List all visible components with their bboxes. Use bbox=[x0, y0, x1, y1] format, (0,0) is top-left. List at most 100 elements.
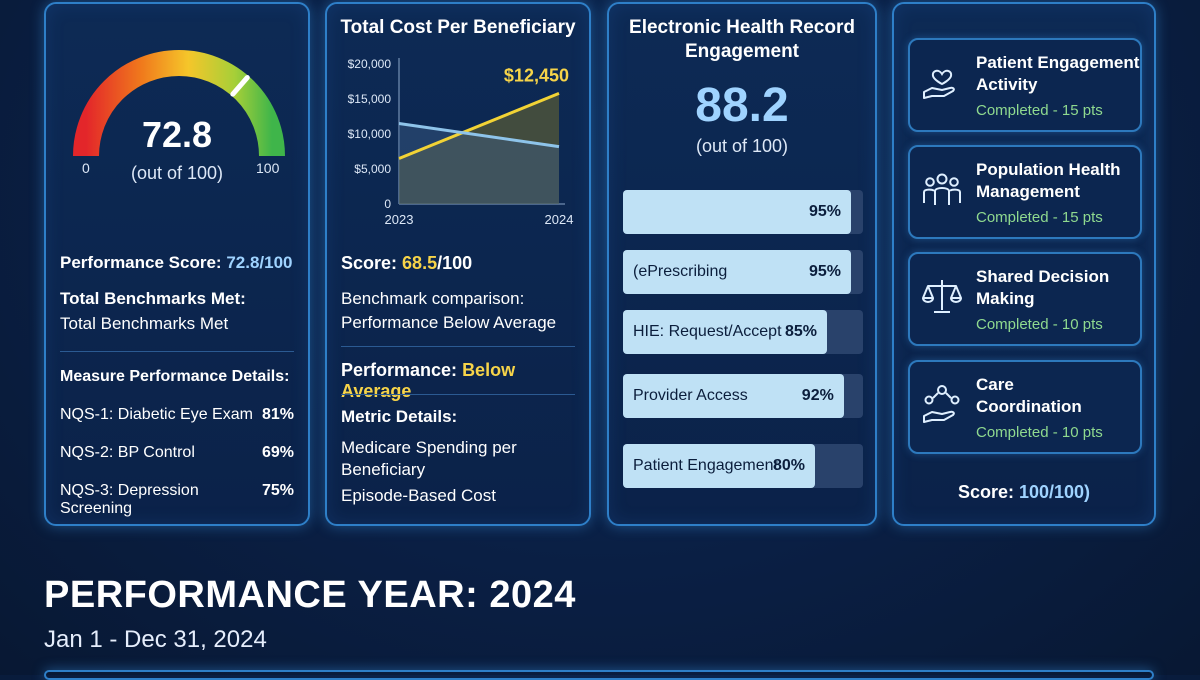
gauge-score: 72.8 bbox=[141, 114, 213, 155]
ehr-score: 88.2 bbox=[695, 79, 789, 132]
ehr-bar: HIE: Request/Accept 85% bbox=[623, 310, 863, 354]
series-area-yellow bbox=[399, 93, 559, 204]
activities-card: Patient Engagement Activity Completed - … bbox=[892, 2, 1156, 526]
y-tick-label: $15,000 bbox=[348, 92, 392, 106]
activity-name-line1: Patient Engagement bbox=[976, 53, 1140, 72]
performance-score-label: Performance Score: bbox=[60, 253, 222, 272]
activity-name-line1: Shared Decision bbox=[976, 267, 1110, 286]
ehr-bar-fill bbox=[623, 374, 844, 418]
ehr-bar-label: Provider Access bbox=[633, 387, 748, 404]
ehr-bar-label: HIE: Request/Accept bbox=[633, 323, 782, 340]
gauge-min-label: 0 bbox=[82, 160, 90, 176]
benchmark-value: Performance Below Average bbox=[341, 313, 557, 332]
quality-card: 72.8 (out of 100) 0 100 Performance Scor… bbox=[44, 2, 310, 526]
y-tick-label: $20,000 bbox=[348, 57, 392, 71]
divider bbox=[60, 351, 294, 352]
metric-item: Episode-Based Cost bbox=[341, 486, 496, 505]
ehr-bar: Patient Engagement 80% bbox=[623, 444, 863, 488]
benchmarks-value: Total Benchmarks Met bbox=[60, 314, 229, 333]
measure-name: NQS-2: BP Control bbox=[60, 444, 195, 461]
x-tick-label: 2023 bbox=[385, 212, 414, 227]
activity-name: Care Coordination bbox=[976, 374, 1082, 418]
cost-performance: Performance: Below Average bbox=[341, 360, 589, 402]
activity-name-line2: Making bbox=[976, 289, 1035, 308]
activities-score-label: Score: bbox=[957, 482, 1014, 502]
x-tick-label: 2024 bbox=[545, 212, 574, 227]
activities-score: Score: 100/100) bbox=[894, 482, 1154, 503]
measure-name: NQS-1: Diabetic Eye Exam bbox=[60, 406, 253, 423]
ehr-title-line2: Engagement bbox=[684, 41, 800, 62]
gauge-needle-line bbox=[230, 75, 250, 97]
activity-name-line2: Activity bbox=[976, 75, 1038, 94]
ehr-card-title: Electronic Health Record Engagement bbox=[609, 16, 875, 64]
ehr-bar-label: Patient Engagement bbox=[633, 457, 778, 474]
ehr-bar-fill bbox=[623, 444, 815, 488]
ehr-bar-pct: 85% bbox=[785, 323, 818, 340]
gauge-needle bbox=[230, 75, 250, 97]
gauge-max-label: 100 bbox=[256, 160, 280, 176]
ehr-out-of: (out of 100) bbox=[695, 136, 789, 156]
ehr-bar: (ePrescribing 95% bbox=[623, 250, 863, 294]
score-gauge bbox=[73, 50, 285, 157]
activity-name-line1: Care bbox=[976, 375, 1014, 394]
measure-row: NQS-1: Diabetic Eye Exam 81% bbox=[60, 406, 294, 424]
ehr-bar-fill bbox=[623, 310, 827, 354]
ehr-bar-pct: 80% bbox=[773, 457, 806, 474]
ehr-bar: 95% bbox=[623, 190, 863, 234]
people-group-icon bbox=[923, 173, 961, 205]
activity-patient-engagement[interactable]: Patient Engagement Activity Completed - … bbox=[908, 38, 1142, 132]
benchmarks-label: Total Benchmarks Met: bbox=[60, 289, 246, 308]
activities-score-value: 100/100) bbox=[1018, 482, 1091, 502]
ehr-bar-fill bbox=[623, 190, 851, 234]
gauge-out-of: (out of 100) bbox=[130, 163, 224, 183]
cost-performance-value: Below Average bbox=[341, 360, 516, 401]
performance-year-dates: Jan 1 - Dec 31, 2024 bbox=[44, 626, 267, 653]
cost-card: Total Cost Per Beneficiary $20,000 $15,00… bbox=[325, 2, 591, 526]
performance-score-value: 72.8/100 bbox=[226, 253, 293, 272]
activity-status: Completed - 15 pts bbox=[976, 209, 1103, 226]
activity-status: Completed - 15 pts bbox=[976, 102, 1103, 119]
cost-score-suffix: /100 bbox=[437, 253, 473, 273]
cost-card-title: Total Cost Per Beneficiary bbox=[340, 17, 576, 38]
measure-row: NQS-3: Depression Screening 75% bbox=[60, 482, 294, 518]
cost-performance-label: Performance: bbox=[341, 360, 458, 380]
activity-name: Patient Engagement Activity bbox=[976, 52, 1139, 96]
ehr-bar-pct: 95% bbox=[809, 263, 842, 280]
performance-score: Performance Score: 72.8/100 bbox=[60, 253, 293, 273]
activity-name: Shared Decision Making bbox=[976, 266, 1109, 310]
performance-year-title: PERFORMANCE YEAR: 2024 bbox=[44, 574, 576, 616]
cost-score-label: Score: bbox=[341, 253, 398, 273]
scales-icon bbox=[922, 280, 962, 313]
measure-pct: 81% bbox=[261, 406, 294, 423]
benchmark-label: Benchmark comparison: bbox=[341, 289, 525, 308]
chart-callout-value: $12,450 bbox=[504, 65, 569, 85]
activity-population-health[interactable]: Population Health Management Completed -… bbox=[908, 145, 1142, 239]
ehr-card: Electronic Health Record Engagement 88.2… bbox=[607, 2, 877, 526]
activity-shared-decision[interactable]: Shared Decision Making Completed - 10 pt… bbox=[908, 252, 1142, 346]
activity-name-line1: Population Health bbox=[976, 160, 1121, 179]
ehr-bar-pct: 95% bbox=[809, 203, 842, 220]
ehr-title-line1: Electronic Health Record bbox=[629, 17, 855, 38]
y-tick-label: $5,000 bbox=[354, 162, 391, 176]
bottom-panel-edge bbox=[44, 670, 1154, 680]
ehr-bar-pct: 92% bbox=[801, 387, 834, 404]
divider bbox=[341, 346, 575, 347]
cost-score-value: 68.5 bbox=[402, 253, 438, 273]
ehr-bar-fill bbox=[623, 250, 851, 294]
gauge-arc bbox=[73, 50, 285, 157]
activity-status: Completed - 10 pts bbox=[976, 424, 1103, 441]
ehr-bar: Provider Access 92% bbox=[623, 374, 863, 418]
series-line-1 bbox=[398, 122, 560, 149]
y-tick-label: $10,000 bbox=[348, 127, 392, 141]
metric-details-label: Metric Details: bbox=[341, 407, 458, 426]
activity-name-line2: Management bbox=[976, 182, 1080, 201]
activity-care-coordination[interactable]: Care Coordination Completed - 10 pts bbox=[908, 360, 1142, 454]
ehr-bar-label: (ePrescribing bbox=[633, 263, 728, 280]
measure-name: NQS-3: Depression Screening bbox=[60, 482, 199, 517]
cost-score: Score: 68.5/100 bbox=[341, 253, 472, 274]
hand-heart-icon bbox=[923, 69, 955, 99]
care-network-icon bbox=[923, 385, 960, 423]
y-tick-label: 0 bbox=[384, 197, 391, 211]
measure-pct: 69% bbox=[261, 444, 294, 461]
